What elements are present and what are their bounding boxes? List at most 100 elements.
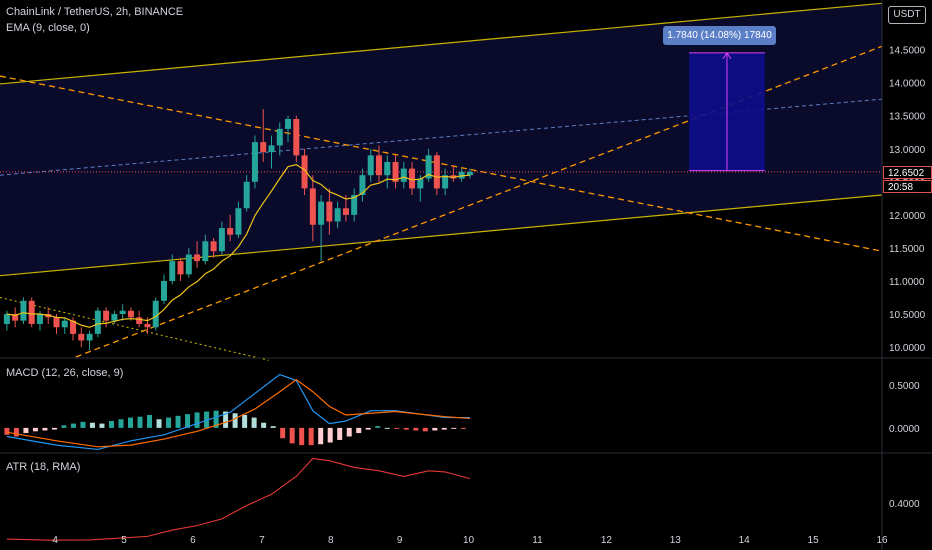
macd-histogram-bar bbox=[185, 414, 191, 428]
macd-histogram-bar bbox=[460, 427, 466, 429]
candle-body bbox=[144, 323, 151, 328]
macd-pane[interactable] bbox=[4, 373, 470, 451]
candle-body bbox=[177, 261, 184, 275]
time-tick-label: 15 bbox=[808, 535, 820, 546]
macd-histogram-bar bbox=[394, 427, 400, 429]
candle-body bbox=[218, 228, 225, 252]
candle-body bbox=[326, 201, 333, 222]
macd-histogram-bar bbox=[232, 413, 238, 428]
candle-body bbox=[185, 254, 192, 275]
macd-histogram-bar bbox=[89, 422, 95, 428]
candle-body bbox=[367, 155, 374, 176]
symbol-title[interactable]: ChainLink / TetherUS, 2h, BINANCE bbox=[6, 6, 184, 18]
price-tick-label: 13.0000 bbox=[889, 145, 926, 156]
macd-histogram-bar bbox=[365, 427, 371, 430]
candle-body bbox=[70, 320, 77, 334]
countdown-tag: 20:58 bbox=[883, 180, 932, 193]
macd-histogram-bar bbox=[61, 425, 67, 428]
candle-body bbox=[301, 155, 308, 189]
time-tick-label: 6 bbox=[190, 535, 196, 546]
atr-line bbox=[6, 457, 471, 541]
time-tick-label: 5 bbox=[121, 535, 127, 546]
candle-body bbox=[318, 201, 325, 225]
candle-body bbox=[61, 320, 68, 328]
measure-arrow-head bbox=[722, 51, 732, 60]
price-tick-label: 12.0000 bbox=[889, 211, 926, 222]
candle-body bbox=[227, 228, 234, 235]
candle-body bbox=[458, 171, 465, 179]
time-tick-label: 13 bbox=[670, 535, 682, 546]
macd-histogram-bar bbox=[413, 427, 419, 431]
atr-pane[interactable] bbox=[6, 457, 471, 541]
macd-histogram-bar bbox=[80, 421, 86, 428]
measure-label: 1.7840 (14.08%) 17840 bbox=[663, 26, 776, 45]
macd-histogram-bar bbox=[403, 427, 409, 430]
time-tick-label: 14 bbox=[739, 535, 751, 546]
price-tick-label: 10.0000 bbox=[889, 343, 926, 354]
macd-histogram-bar bbox=[108, 421, 114, 428]
candle-body bbox=[194, 254, 201, 262]
macd-histogram-bar bbox=[99, 423, 105, 428]
candle-body bbox=[111, 314, 118, 321]
macd-histogram-bar bbox=[118, 419, 124, 428]
macd-histogram-bar bbox=[32, 427, 38, 432]
macd-histogram-bar bbox=[308, 427, 314, 446]
macd-histogram-bar bbox=[375, 426, 381, 428]
price-tick-label: 14.5000 bbox=[889, 46, 926, 57]
candle-body bbox=[94, 310, 101, 334]
candle-body bbox=[425, 155, 432, 179]
candle-body bbox=[86, 333, 93, 341]
candle-body bbox=[433, 155, 440, 189]
time-tick-label: 9 bbox=[397, 535, 403, 546]
macd-tick-label: 0.5000 bbox=[889, 381, 920, 392]
macd-histogram-bar bbox=[270, 426, 276, 428]
ema-legend[interactable]: EMA (9, close, 0) bbox=[6, 22, 90, 34]
candle-body bbox=[251, 142, 258, 182]
macd-histogram-bar bbox=[137, 416, 143, 428]
channel-lower-line bbox=[0, 194, 883, 277]
candle-body bbox=[334, 208, 341, 222]
price-tick-label: 13.5000 bbox=[889, 112, 926, 123]
candle-body bbox=[103, 310, 110, 321]
macd-histogram-bar bbox=[384, 427, 390, 429]
price-pane[interactable] bbox=[0, 2, 883, 361]
candle-body bbox=[127, 310, 134, 318]
macd-legend[interactable]: MACD (12, 26, close, 9) bbox=[6, 367, 124, 379]
candle-body bbox=[136, 317, 143, 324]
atr-legend[interactable]: ATR (18, RMA) bbox=[6, 461, 81, 473]
macd-histogram-bar bbox=[251, 417, 257, 428]
price-tick-label: 10.5000 bbox=[889, 310, 926, 321]
macd-histogram-bar bbox=[23, 427, 29, 434]
time-tick-label: 4 bbox=[52, 535, 58, 546]
candle-body bbox=[152, 300, 159, 328]
candle-body bbox=[260, 142, 267, 153]
candle-body bbox=[28, 300, 35, 324]
macd-histogram-bar bbox=[261, 422, 267, 428]
macd-histogram-bar bbox=[51, 427, 57, 430]
candle-body bbox=[417, 178, 424, 189]
candle-body bbox=[392, 161, 399, 182]
macd-histogram-bar bbox=[289, 427, 295, 444]
macd-histogram-bar bbox=[356, 427, 362, 434]
macd-histogram-bar bbox=[223, 411, 229, 428]
candle-body bbox=[375, 155, 382, 176]
macd-histogram-bar bbox=[175, 415, 181, 428]
candle-body bbox=[268, 145, 275, 153]
candle-body bbox=[359, 175, 366, 196]
candle-body bbox=[409, 168, 416, 189]
macd-histogram-bar bbox=[432, 427, 438, 431]
ema-line bbox=[6, 163, 470, 328]
macd-histogram-bar bbox=[280, 427, 286, 439]
last-price-tag: 12.6502 bbox=[883, 166, 932, 179]
macd-histogram-bar bbox=[156, 419, 162, 428]
price-tick-label: 11.5000 bbox=[889, 244, 925, 255]
time-tick-label: 10 bbox=[463, 535, 475, 546]
price-tick-label: 11.0000 bbox=[889, 277, 925, 288]
currency-badge[interactable]: USDT bbox=[888, 6, 926, 24]
macd-histogram-bar bbox=[299, 427, 305, 446]
channel-upper-line bbox=[0, 2, 883, 85]
candle-body bbox=[210, 241, 217, 252]
macd-histogram-bar bbox=[128, 417, 134, 428]
candle-body bbox=[384, 161, 391, 176]
